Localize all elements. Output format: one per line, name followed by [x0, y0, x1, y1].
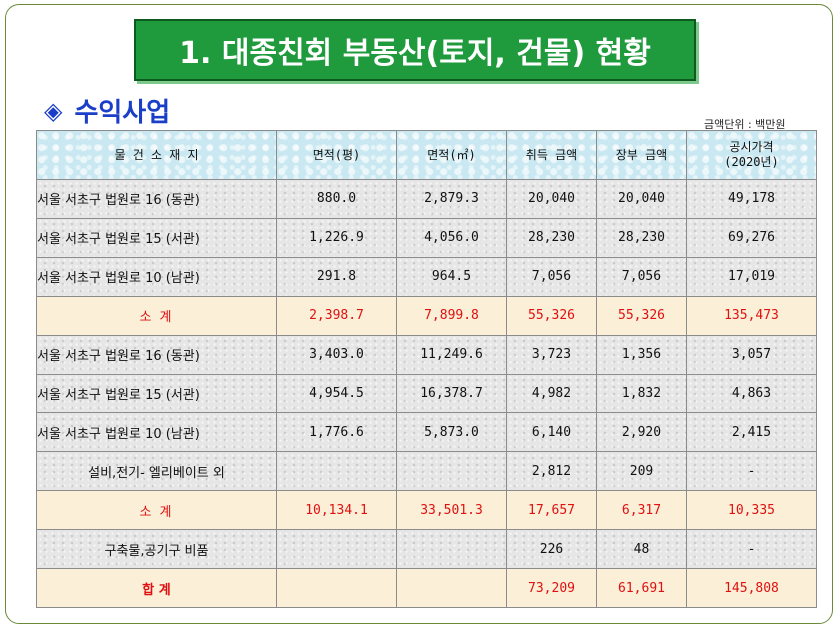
cell-book: 1,832	[596, 373, 687, 414]
cell-area-pyeong: 291.8	[276, 256, 397, 297]
cell-public-price: 3,057	[686, 334, 817, 375]
subtotal-row: 소 계 2,398.7 7,899.8 55,326 55,326 135,47…	[36, 295, 817, 336]
slide-frame	[5, 4, 833, 624]
subtotal-row: 소 계 10,134.1 33,501.3 17,657 6,317 10,33…	[36, 490, 817, 531]
cell-area-m2	[396, 568, 507, 608]
cell-acquisition: 28,230	[506, 217, 597, 258]
col-header-area-pyeong: 면적(평)	[276, 130, 397, 180]
cell-area-m2: 16,378.7	[396, 373, 507, 414]
cell-public-price: 17,019	[686, 256, 817, 297]
cell-area-pyeong: 3,403.0	[276, 334, 397, 375]
cell-acquisition: 6,140	[506, 412, 597, 453]
cell-book: 55,326	[596, 295, 687, 336]
cell-location: 서울 서초구 법원로 15 (서관)	[36, 373, 277, 414]
property-table: 물 건 소 재 지 면적(평) 면적(㎡) 취득 금액 장부 금액 공시가격 (…	[36, 130, 817, 608]
cell-area-m2: 33,501.3	[396, 490, 507, 531]
header-row: 물 건 소 재 지 면적(평) 면적(㎡) 취득 금액 장부 금액 공시가격 (…	[36, 130, 817, 180]
cell-acquisition: 55,326	[506, 295, 597, 336]
cell-public-price: 69,276	[686, 217, 817, 258]
cell-area-m2	[396, 451, 507, 492]
cell-book: 48	[596, 529, 687, 570]
cell-book: 1,356	[596, 334, 687, 375]
table-row: 서울 서초구 법원로 10 (남관) 291.8 964.5 7,056 7,0…	[36, 256, 817, 297]
table-row: 설비,전기- 엘리베이트 외 2,812 209 -	[36, 451, 817, 492]
cell-area-pyeong: 1,226.9	[276, 217, 397, 258]
cell-public-price: -	[686, 451, 817, 492]
cell-acquisition: 7,056	[506, 256, 597, 297]
cell-public-price: 10,335	[686, 490, 817, 531]
cell-book: 209	[596, 451, 687, 492]
table-row: 서울 서초구 법원로 16 (동관) 3,403.0 11,249.6 3,72…	[36, 334, 817, 375]
cell-location: 서울 서초구 법원로 16 (동관)	[36, 334, 277, 375]
cell-area-m2: 11,249.6	[396, 334, 507, 375]
section-heading: ◈ 수익사업	[44, 92, 170, 129]
cell-public-price: 49,178	[686, 179, 817, 219]
subtotal-label: 소 계	[36, 490, 277, 531]
cell-acquisition: 4,982	[506, 373, 597, 414]
cell-area-pyeong: 2,398.7	[276, 295, 397, 336]
cell-book: 20,040	[596, 179, 687, 219]
cell-area-pyeong: 4,954.5	[276, 373, 397, 414]
table-row: 서울 서초구 법원로 15 (서관) 1,226.9 4,056.0 28,23…	[36, 217, 817, 258]
table-row: 서울 서초구 법원로 10 (남관) 1,776.6 5,873.0 6,140…	[36, 412, 817, 453]
cell-area-pyeong: 1,776.6	[276, 412, 397, 453]
cell-area-m2	[396, 529, 507, 570]
cell-public-price: 2,415	[686, 412, 817, 453]
cell-location: 구축물,공기구 비품	[36, 529, 277, 570]
cell-location: 서울 서초구 법원로 10 (남관)	[36, 412, 277, 453]
cell-public-price: 4,863	[686, 373, 817, 414]
cell-location: 서울 서초구 법원로 15 (서관)	[36, 217, 277, 258]
table-row: 서울 서초구 법원로 15 (서관) 4,954.5 16,378.7 4,98…	[36, 373, 817, 414]
cell-area-pyeong	[276, 568, 397, 608]
cell-acquisition: 20,040	[506, 179, 597, 219]
cell-book: 28,230	[596, 217, 687, 258]
cell-area-m2: 5,873.0	[396, 412, 507, 453]
total-row: 합 계 73,209 61,691 145,808	[36, 568, 817, 608]
cell-book: 6,317	[596, 490, 687, 531]
page-title: 1. 대종친회 부동산(토지, 건물) 현황	[179, 36, 651, 71]
unit-note: 금액단위 : 백만원	[704, 118, 786, 131]
cell-public-price: -	[686, 529, 817, 570]
subtotal-label: 소 계	[36, 295, 277, 336]
col-header-area-m2: 면적(㎡)	[396, 130, 507, 180]
cell-area-m2: 7,899.8	[396, 295, 507, 336]
cell-public-price: 135,473	[686, 295, 817, 336]
cell-area-m2: 964.5	[396, 256, 507, 297]
col-header-book: 장부 금액	[596, 130, 687, 180]
cell-location: 설비,전기- 엘리베이트 외	[36, 451, 277, 492]
cell-acquisition: 17,657	[506, 490, 597, 531]
cell-area-pyeong: 10,134.1	[276, 490, 397, 531]
title-banner: 1. 대종친회 부동산(토지, 건물) 현황	[134, 19, 696, 81]
table-row: 구축물,공기구 비품 226 48 -	[36, 529, 817, 570]
col-header-location: 물 건 소 재 지	[36, 130, 277, 180]
cell-area-pyeong	[276, 529, 397, 570]
cell-acquisition: 226	[506, 529, 597, 570]
col-header-acquisition: 취득 금액	[506, 130, 597, 180]
cell-area-m2: 2,879.3	[396, 179, 507, 219]
cell-book: 7,056	[596, 256, 687, 297]
cell-area-pyeong	[276, 451, 397, 492]
table-row: 서울 서초구 법원로 16 (동관) 880.0 2,879.3 20,040 …	[36, 179, 817, 219]
cell-acquisition: 2,812	[506, 451, 597, 492]
cell-area-pyeong: 880.0	[276, 179, 397, 219]
cell-book: 61,691	[596, 568, 687, 608]
col-header-public-price: 공시가격 (2020년)	[686, 130, 817, 180]
cell-acquisition: 73,209	[506, 568, 597, 608]
diamond-icon: ◈	[44, 96, 63, 125]
cell-area-m2: 4,056.0	[396, 217, 507, 258]
cell-public-price: 145,808	[686, 568, 817, 608]
cell-location: 서울 서초구 법원로 10 (남관)	[36, 256, 277, 297]
cell-location: 서울 서초구 법원로 16 (동관)	[36, 179, 277, 219]
cell-book: 2,920	[596, 412, 687, 453]
section-title: 수익사업	[74, 98, 171, 128]
total-label: 합 계	[36, 568, 277, 608]
cell-acquisition: 3,723	[506, 334, 597, 375]
